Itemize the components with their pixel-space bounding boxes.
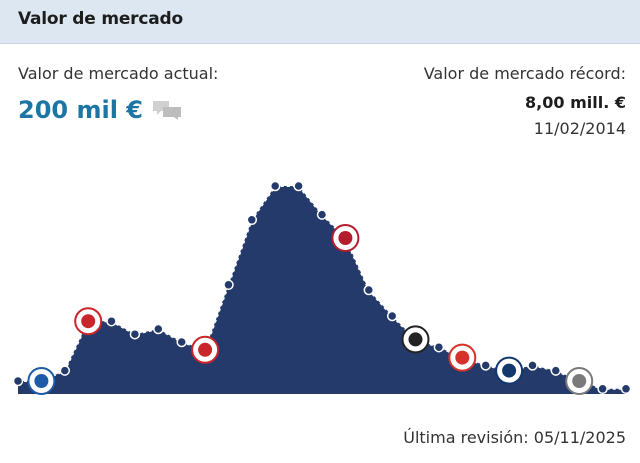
data-point[interactable] <box>106 315 117 327</box>
club-badge-black-white-icon[interactable] <box>401 325 430 354</box>
club-badge-eagle-red-icon[interactable] <box>191 335 220 364</box>
box-header: Valor de mercado <box>0 0 640 44</box>
club-badge-red-yellow-icon[interactable] <box>448 343 477 372</box>
current-value-label: Valor de mercado actual: <box>18 64 219 83</box>
last-update: Última revisión: 05/11/2025 <box>403 428 626 447</box>
record-value: 8,00 mill. € <box>525 93 626 112</box>
data-point[interactable] <box>153 323 164 335</box>
box-title: Valor de mercado <box>18 9 183 29</box>
data-point[interactable] <box>223 279 234 291</box>
club-badge-red-white-icon[interactable] <box>74 307 103 336</box>
data-point[interactable] <box>176 336 187 348</box>
data-point[interactable] <box>433 341 445 353</box>
data-point[interactable] <box>246 214 258 226</box>
data-point[interactable] <box>129 328 141 340</box>
club-badge-boca-icon[interactable] <box>495 356 524 385</box>
data-point[interactable] <box>386 310 398 322</box>
data-point[interactable] <box>316 209 328 220</box>
value-area <box>18 186 626 394</box>
data-point[interactable] <box>550 365 562 376</box>
current-value[interactable]: 200 mil € <box>18 96 143 124</box>
club-badge-grey-stripes-icon[interactable] <box>565 367 594 395</box>
data-point[interactable] <box>620 383 632 395</box>
club-badge-schalke-icon[interactable] <box>27 367 56 395</box>
data-point[interactable] <box>597 383 608 395</box>
record-value-label: Valor de mercado récord: <box>423 64 626 83</box>
speech-bubbles-icon[interactable] <box>151 99 183 121</box>
data-point[interactable] <box>12 375 24 387</box>
data-point[interactable] <box>59 365 71 376</box>
current-value-row: 200 mil € <box>18 96 183 124</box>
data-point[interactable] <box>527 360 538 371</box>
data-point[interactable] <box>269 180 281 192</box>
market-value-chart[interactable] <box>0 150 640 410</box>
data-point[interactable] <box>293 180 304 192</box>
data-point[interactable] <box>480 360 491 371</box>
club-badge-red-shield-icon[interactable] <box>331 224 360 252</box>
record-date: 11/02/2014 <box>533 119 626 138</box>
data-point[interactable] <box>363 284 375 296</box>
